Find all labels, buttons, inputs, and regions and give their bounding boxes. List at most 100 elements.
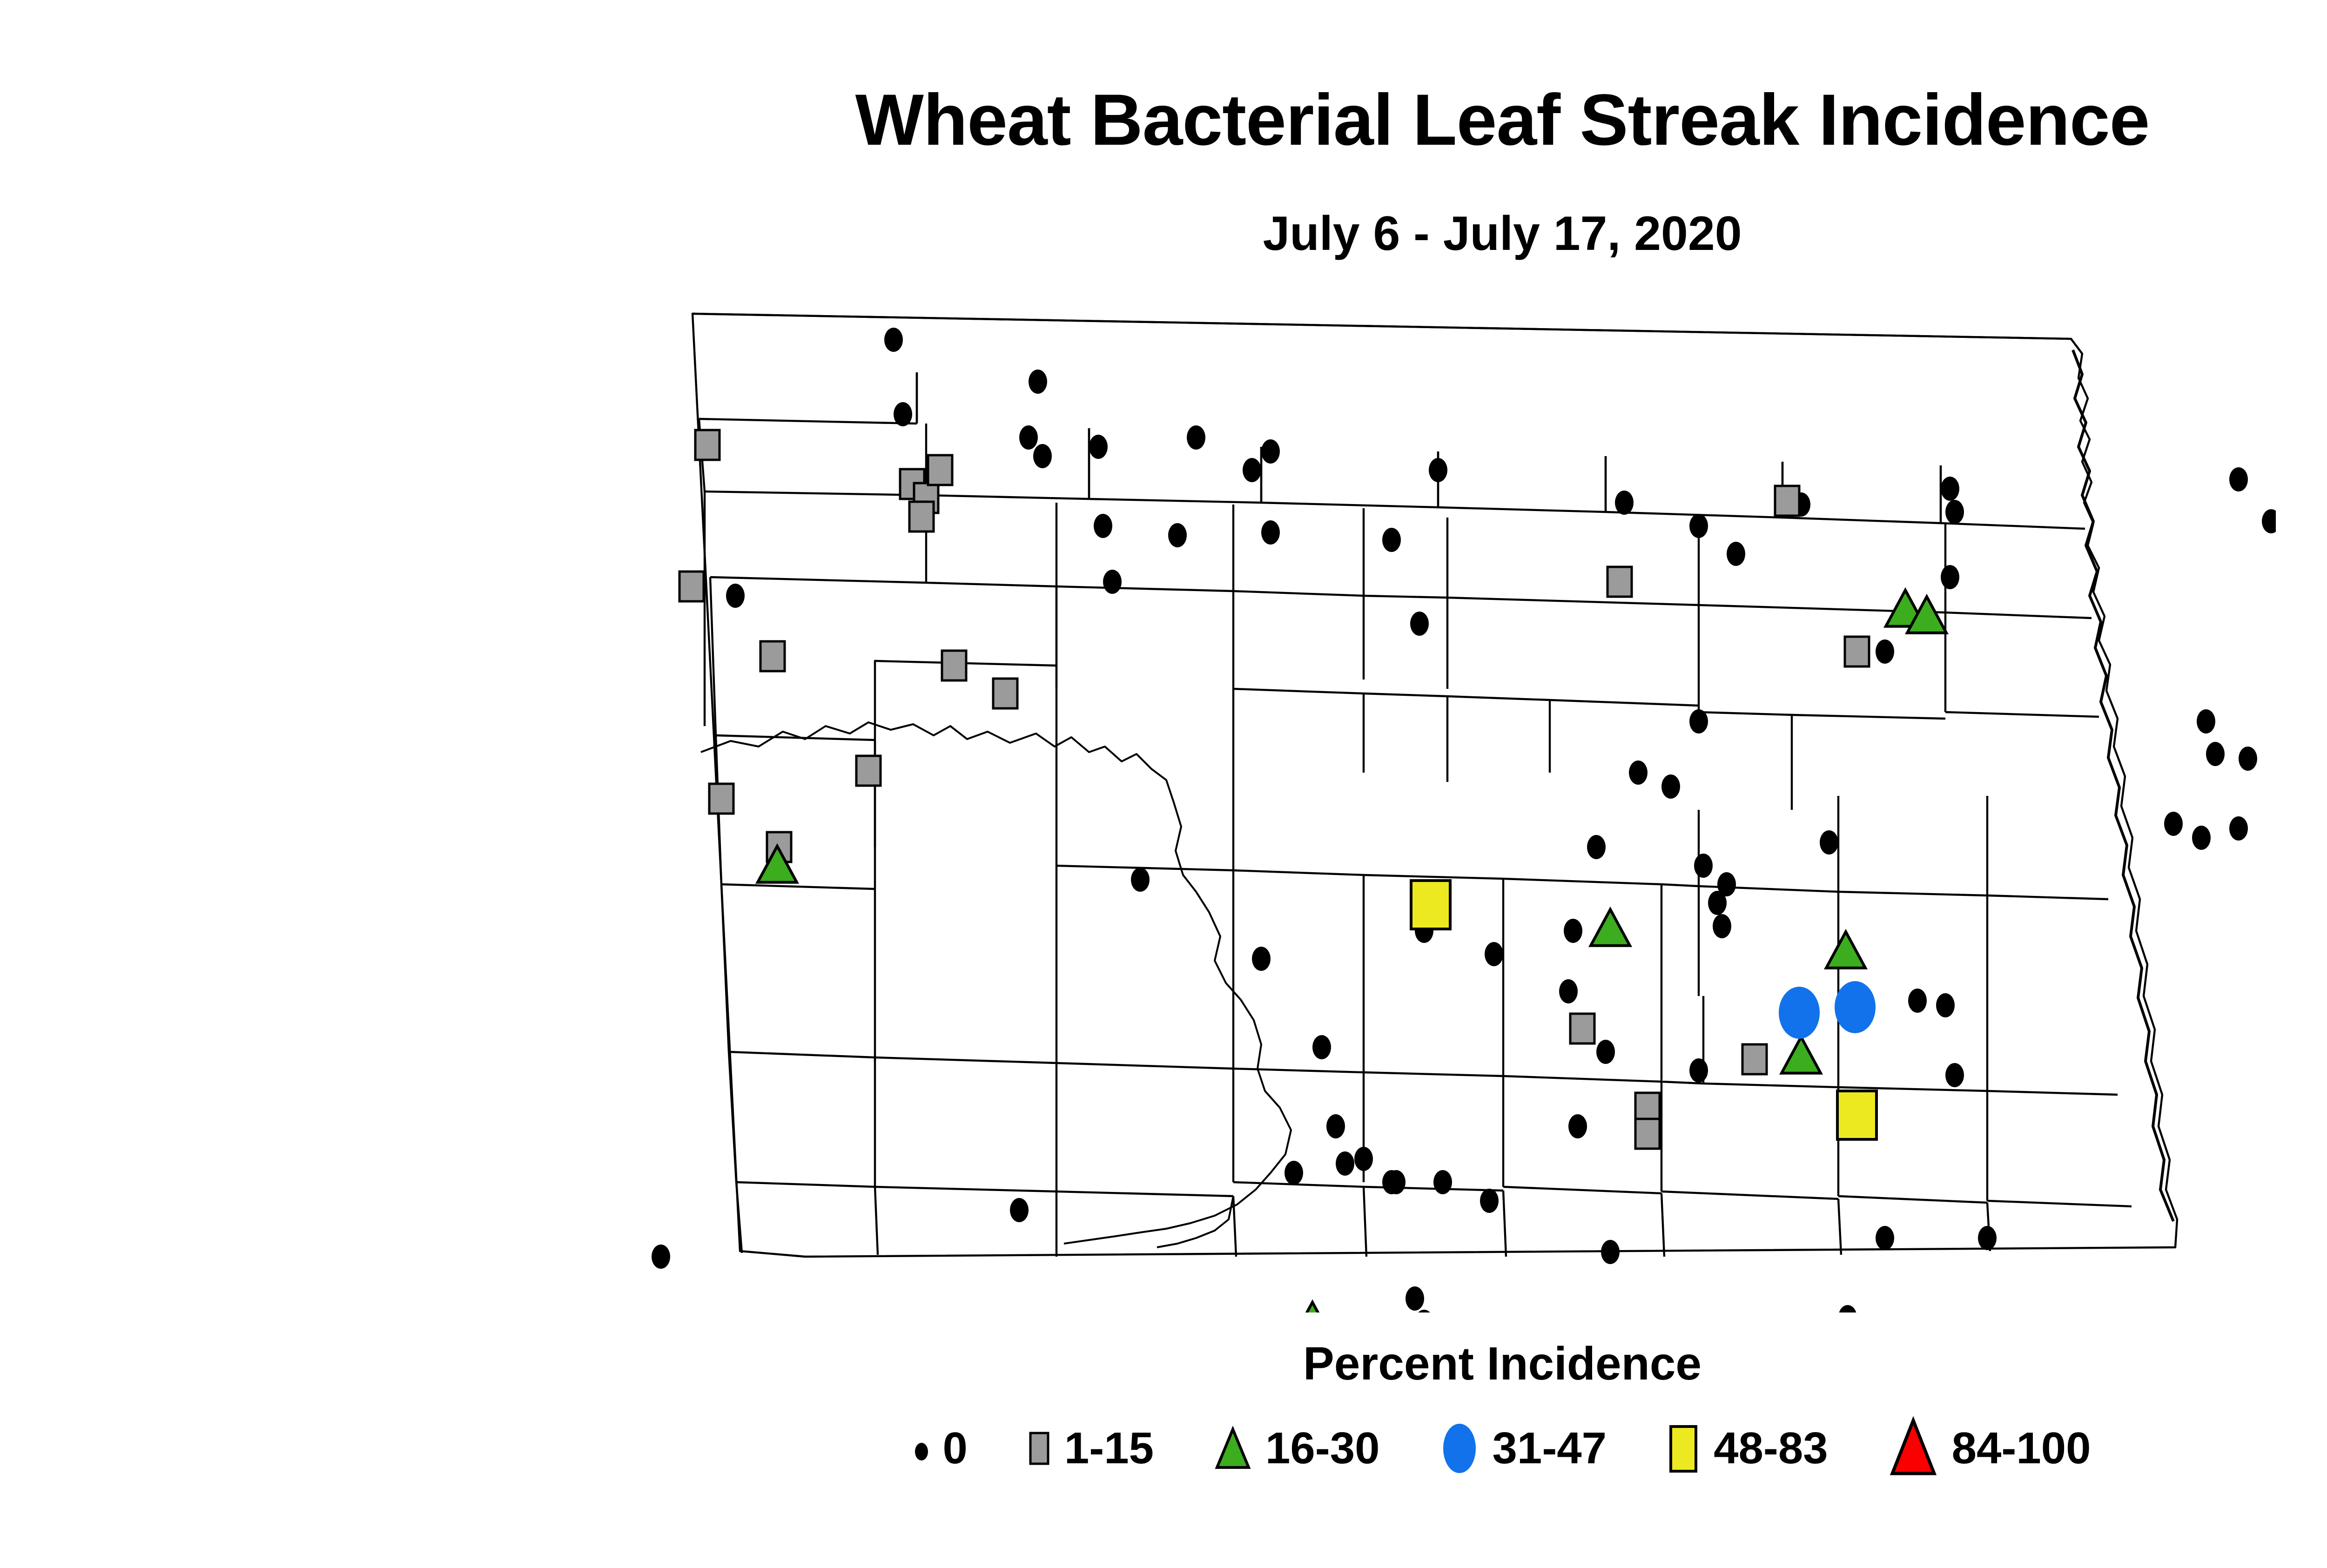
gray-square-marker	[855, 754, 882, 787]
zero-dot-marker	[1480, 1189, 1499, 1213]
yellow-square-marker	[1836, 1090, 1878, 1141]
zero-dot-marker	[1010, 1198, 1029, 1222]
zero-dot-marker	[652, 1245, 670, 1269]
legend-items: 0 1-15 16-30	[0, 1416, 2327, 1481]
zero-dot-marker	[1876, 1226, 1894, 1250]
zero-dot-marker	[1243, 458, 1261, 482]
zero-dot-marker	[1187, 425, 1205, 450]
zero-dot-marker	[1945, 500, 1964, 524]
gray-square-marker	[708, 782, 735, 815]
zero-dot-marker	[1941, 565, 1959, 589]
gray-square-marker	[1634, 1091, 1661, 1124]
legend-label-48-83: 48-83	[1714, 1423, 1828, 1473]
legend: Percent Incidence 0 1-15	[0, 1340, 2327, 1481]
zero-dot-marker	[1382, 1170, 1401, 1194]
page-subtitle: July 6 - July 17, 2020	[1263, 207, 1742, 261]
zero-dot-marker	[1019, 425, 1038, 450]
zero-dot-marker	[1285, 1161, 1303, 1185]
zero-dot-marker	[1103, 570, 1122, 594]
zero-dot-marker	[1717, 872, 1736, 896]
legend-label-1-15: 1-15	[1064, 1423, 1154, 1473]
legend-item-16-30[interactable]: 16-30	[1213, 1423, 1380, 1474]
legend-label-0: 0	[942, 1423, 968, 1473]
green-triangle-marker	[1305, 1299, 1320, 1312]
zero-dot-marker	[1908, 989, 1927, 1013]
zero-dot-marker	[1596, 1040, 1615, 1064]
zero-dot-marker	[884, 328, 903, 352]
legend-item-31-47[interactable]: 31-47	[1439, 1418, 1607, 1479]
gray-square-marker	[992, 677, 1019, 710]
yellow-square-marker	[1410, 879, 1452, 930]
gray-square-marker	[1569, 1012, 1596, 1045]
green-triangle-marker	[1904, 593, 1949, 634]
zero-dot-marker	[1978, 1226, 1997, 1250]
zero-dot-marker	[1587, 835, 1606, 859]
zero-dot-marker	[1168, 523, 1187, 547]
legend-title: Percent Incidence	[1303, 1338, 1702, 1390]
zero-dot-marker	[1406, 1286, 1424, 1311]
gray-square-marker	[1606, 565, 1633, 598]
gray-square-marker	[759, 640, 786, 673]
zero-dot-marker	[726, 584, 745, 608]
zero-dot-marker	[1094, 514, 1112, 538]
zero-dot-marker	[2192, 826, 2211, 850]
zero-dot-marker	[1433, 1170, 1452, 1194]
zero-dot-marker	[1033, 444, 1052, 468]
zero-dot-marker	[1485, 942, 1503, 966]
zero-dot-marker	[2206, 742, 2225, 766]
zero-dot-marker	[2262, 509, 2276, 533]
gray-square-marker	[1843, 635, 1870, 668]
zero-dot-marker	[1252, 947, 1271, 971]
legend-item-48-83[interactable]: 48-83	[1666, 1418, 1828, 1479]
zero-dot-marker	[1089, 435, 1108, 459]
green-triangle-marker	[1779, 1034, 1823, 1075]
zero-dot-marker	[1839, 1305, 1856, 1312]
zero-dot-marker	[1568, 1114, 1587, 1138]
legend-label-16-30: 16-30	[1265, 1423, 1380, 1473]
legend-label-31-47: 31-47	[1492, 1423, 1607, 1473]
blue-circle-marker	[1835, 981, 1876, 1033]
zero-dot-marker	[1131, 868, 1150, 892]
gray-square-marker	[941, 649, 968, 682]
gray-square-marker	[1634, 1117, 1661, 1150]
zero-dot-marker	[1941, 477, 1959, 501]
zero-dot-marker	[2164, 812, 2183, 836]
zero-dot-marker	[1661, 774, 1680, 799]
zero-dot-marker	[1689, 709, 1708, 734]
zero-dot-marker	[1354, 1147, 1373, 1171]
zero-dot-marker	[1689, 514, 1708, 538]
legend-item-1-15[interactable]: 1-15	[1027, 1423, 1154, 1474]
gray-square-marker	[678, 570, 705, 603]
zero-dot-marker	[2197, 709, 2215, 734]
legend-item-0[interactable]: 0	[914, 1423, 968, 1474]
green-triangle-marker	[1823, 929, 1868, 969]
zero-dot-marker	[1876, 639, 1894, 664]
legend-item-84-100[interactable]: 84-100	[1888, 1416, 2091, 1481]
zero-dot-marker	[1629, 760, 1648, 785]
zero-dot-marker	[1564, 919, 1582, 943]
zero-dot-marker	[2229, 467, 2248, 491]
zero-dot-marker	[1708, 891, 1727, 915]
green-triangle-marker	[1588, 906, 1633, 947]
zero-dot-marker	[1694, 854, 1713, 878]
dot-icon	[914, 1423, 929, 1474]
zero-dot-marker	[1326, 1114, 1345, 1138]
zero-dot-marker	[1936, 993, 1955, 1017]
page-title: Wheat Bacterial Leaf Streak Incidence	[855, 80, 2150, 161]
zero-dot-marker	[1601, 1240, 1620, 1264]
blue-circle-marker	[1779, 987, 1820, 1039]
gray-square-icon	[1027, 1423, 1051, 1474]
zero-dot-marker	[1312, 1035, 1331, 1059]
zero-dot-marker	[1713, 914, 1731, 938]
legend-label-84-100: 84-100	[1951, 1423, 2091, 1473]
gray-square-marker	[1741, 1043, 1768, 1076]
zero-dot-marker	[1429, 458, 1447, 482]
yellow-square-icon	[1666, 1418, 1701, 1479]
incidence-markers	[652, 328, 2276, 1312]
red-triangle-icon	[1888, 1416, 1939, 1481]
zero-dot-marker	[1727, 542, 1745, 566]
zero-dot-marker	[1336, 1151, 1354, 1176]
green-triangle-marker	[755, 843, 800, 884]
zero-dot-marker	[1615, 491, 1634, 515]
blue-circle-icon	[1439, 1418, 1480, 1479]
